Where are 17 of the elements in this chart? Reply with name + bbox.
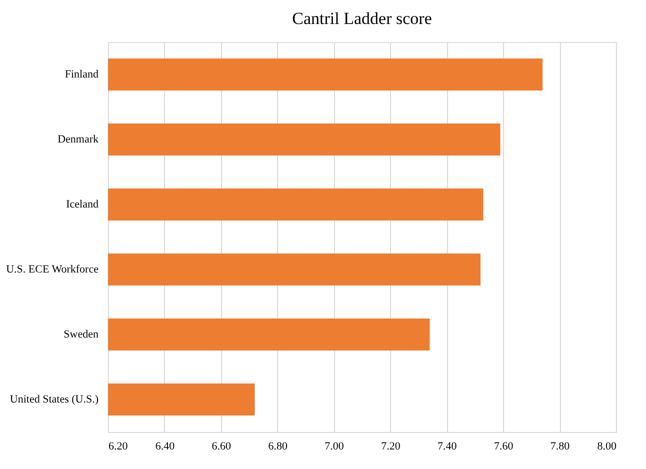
x-tick-label: 7.20 (381, 440, 401, 452)
y-tick-label: Finland (64, 68, 99, 80)
x-tick-label: 7.00 (324, 440, 344, 452)
x-tick-label: 6.20 (108, 440, 128, 452)
x-tick-label: 7.80 (550, 440, 570, 452)
y-tick-label: United States (U.S.) (10, 394, 99, 406)
x-tick-label: 6.60 (212, 440, 232, 452)
x-tick-label: 7.60 (494, 440, 514, 452)
y-tick-label: Denmark (58, 134, 99, 146)
chart-title: Cantril Ladder score (292, 9, 432, 28)
x-tick-label: 6.40 (155, 440, 176, 452)
y-tick-label: U.S. ECE Workforce (6, 264, 99, 276)
y-tick-label: Iceland (66, 198, 99, 210)
x-tick-label: 7.40 (438, 440, 458, 452)
x-tick-label: 8.00 (597, 440, 617, 452)
y-tick-label: Sweden (64, 328, 99, 340)
x-tick-label: 6.80 (268, 440, 288, 452)
